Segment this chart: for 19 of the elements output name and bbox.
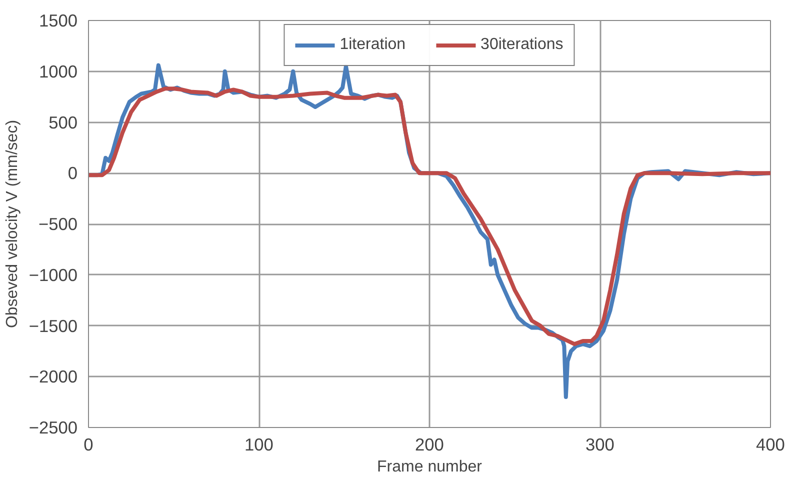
y-tick-label: −1500 [28, 316, 78, 336]
x-tick-label: 100 [244, 434, 274, 454]
legend-label: 1iteration [340, 36, 406, 54]
legend-label: 30iterations [480, 36, 564, 54]
y-tick-label: −1000 [28, 264, 78, 285]
y-tick-label: 1500 [38, 10, 78, 30]
y-tick-label: −500 [38, 214, 78, 234]
y-tick-label: 0 [68, 163, 78, 184]
x-tick-label: 200 [415, 434, 444, 454]
y-tick-label: −2000 [28, 366, 78, 387]
x-tick-label: 300 [586, 434, 614, 454]
line-series [88, 86, 770, 346]
x-tick-label: 400 [756, 434, 785, 454]
x-tick-label: 0 [84, 434, 94, 454]
x-axis-title: Frame number [377, 458, 483, 476]
y-tick-label: −2500 [28, 418, 78, 438]
y-tick-label: 500 [48, 112, 78, 132]
y-tick-label: 1000 [38, 61, 78, 82]
y-axis-title: Obseved velocity V (mm/sec) [4, 120, 21, 328]
